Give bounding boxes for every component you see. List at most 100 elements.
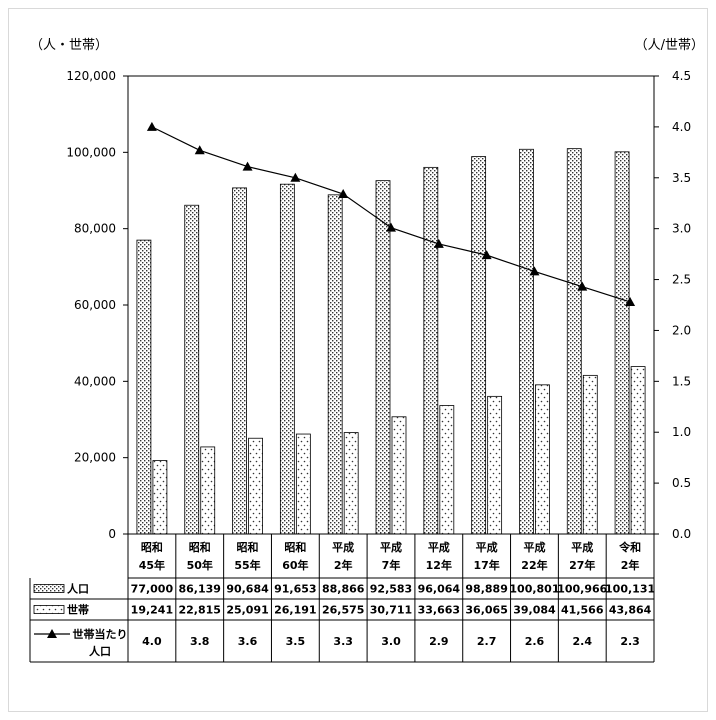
left-tick-label: 40,000	[74, 374, 116, 388]
category-label-era: 昭和	[189, 540, 211, 554]
bar-household	[343, 432, 359, 535]
category-label-era: 平成	[523, 540, 545, 554]
bar-household	[248, 437, 263, 535]
table-cell-value: 86,139	[179, 583, 221, 596]
category-label-era: 昭和	[141, 540, 163, 554]
bar-population	[279, 183, 295, 535]
bar-household	[439, 405, 455, 535]
category-label-era: 平成	[380, 540, 402, 554]
table-cell-value: 77,000	[131, 583, 174, 596]
table-cell-value: 4.0	[142, 635, 162, 648]
left-axis-ticks: 0 20,000 40,000 60,000 80,000 100,000 120,000	[66, 69, 128, 541]
table-cell-value: 22,815	[179, 604, 221, 617]
bar-population	[614, 151, 630, 535]
line-marker	[529, 266, 540, 276]
line-per-household	[151, 126, 631, 303]
table-cell-value: 26,191	[274, 604, 316, 617]
category-label-year: 50年	[187, 558, 213, 572]
legend-label-per-household-2: 人口	[89, 644, 111, 658]
right-axis-ticks: 0.0 0.5 1.0 1.5 2.0 2.5 3.0 3.5 4.0 4.5	[654, 69, 691, 541]
table-cell-value: 30,711	[370, 604, 412, 617]
table-cell-value: 91,653	[274, 583, 316, 596]
right-tick-label: 0.0	[672, 527, 691, 541]
bar-household	[582, 374, 598, 535]
table-cell-value: 100,131	[605, 583, 655, 596]
category-label-era: 平成	[571, 540, 593, 554]
category-label-year: 2年	[621, 558, 640, 572]
line-series	[146, 121, 636, 306]
right-tick-label: 4.0	[672, 120, 691, 134]
category-label-era: 平成	[332, 540, 354, 554]
right-tick-label: 3.5	[672, 171, 691, 185]
chart-frame	[8, 8, 708, 712]
category-label-year: 7年	[382, 558, 401, 572]
category-label-year: 55年	[234, 558, 260, 572]
data-table: 昭和 45年 昭和 50年 昭和 55年 昭和 60年 平成 2年 平成 7年 平成 12年 平成 17年 平成…	[29, 533, 655, 663]
table-cell-value: 98,889	[465, 583, 507, 596]
right-tick-label: 2.0	[672, 323, 691, 337]
line-marker	[386, 222, 396, 232]
line-marker	[242, 161, 253, 171]
category-label-era: 令和	[618, 540, 641, 554]
category-label-era: 平成	[428, 540, 450, 554]
table-cell-value: 2.9	[429, 635, 449, 648]
right-tick-label: 0.5	[672, 476, 691, 490]
table-cell-value: 3.0	[381, 635, 401, 648]
bar-population	[136, 239, 152, 535]
legend-label-per-household-1: 世帯当たり	[73, 627, 128, 641]
legend-key-household	[33, 605, 65, 614]
bar-population	[519, 148, 534, 535]
bar-marks	[136, 148, 646, 535]
left-tick-label: 100,000	[66, 145, 116, 159]
table-cell-value: 92,583	[370, 583, 412, 596]
bar-population	[184, 204, 200, 535]
category-label-era: 昭和	[284, 540, 306, 554]
line-marker	[625, 296, 636, 306]
bar-population	[375, 180, 391, 535]
table-cell-value: 26,575	[322, 604, 364, 617]
table-cell-value: 33,663	[418, 604, 460, 617]
bar-household	[295, 433, 311, 535]
table-cell-value: 39,084	[513, 604, 556, 617]
bar-population	[566, 148, 582, 535]
bar-population	[327, 194, 343, 535]
category-label-era: 昭和	[237, 540, 259, 554]
category-label-year: 60年	[282, 558, 308, 572]
axes	[127, 75, 655, 534]
bar-population	[232, 187, 247, 535]
table-cell-value: 19,241	[131, 604, 173, 617]
table-cell-value: 3.5	[286, 635, 306, 648]
category-label-year: 17年	[473, 558, 499, 572]
bar-household	[391, 416, 407, 535]
table-cell-value: 2.4	[573, 635, 593, 648]
category-label-era: 平成	[476, 540, 498, 554]
category-label-year: 2年	[334, 558, 353, 572]
left-tick-label: 20,000	[74, 451, 116, 465]
table-cell-value: 3.6	[238, 635, 258, 648]
right-axis-unit: （人/世帯）	[635, 38, 704, 53]
table-cell-value: 43,864	[609, 604, 652, 617]
right-tick-label: 3.0	[672, 222, 691, 236]
line-marker	[146, 121, 157, 131]
line-marker	[577, 281, 588, 291]
bar-population	[423, 166, 439, 535]
table-cell-value: 90,684	[226, 583, 269, 596]
left-tick-label: 0	[108, 527, 116, 541]
right-tick-label: 1.5	[672, 374, 691, 388]
table-cell-value: 3.3	[333, 635, 353, 648]
table-cell-value: 100,801	[509, 583, 559, 596]
right-tick-label: 4.5	[672, 69, 691, 83]
table-cell-value: 2.3	[620, 635, 640, 648]
left-tick-label: 120,000	[66, 69, 116, 83]
table-cell-value: 2.6	[525, 635, 545, 648]
table-cell-value: 88,866	[322, 583, 365, 596]
bar-household	[152, 460, 168, 535]
bar-household	[535, 384, 550, 535]
left-tick-label: 60,000	[74, 298, 116, 312]
bar-population	[471, 156, 487, 535]
right-tick-label: 1.0	[672, 425, 691, 439]
line-marker	[433, 238, 444, 248]
category-label-year: 22年	[521, 558, 547, 572]
legend-key-marker	[47, 629, 57, 638]
